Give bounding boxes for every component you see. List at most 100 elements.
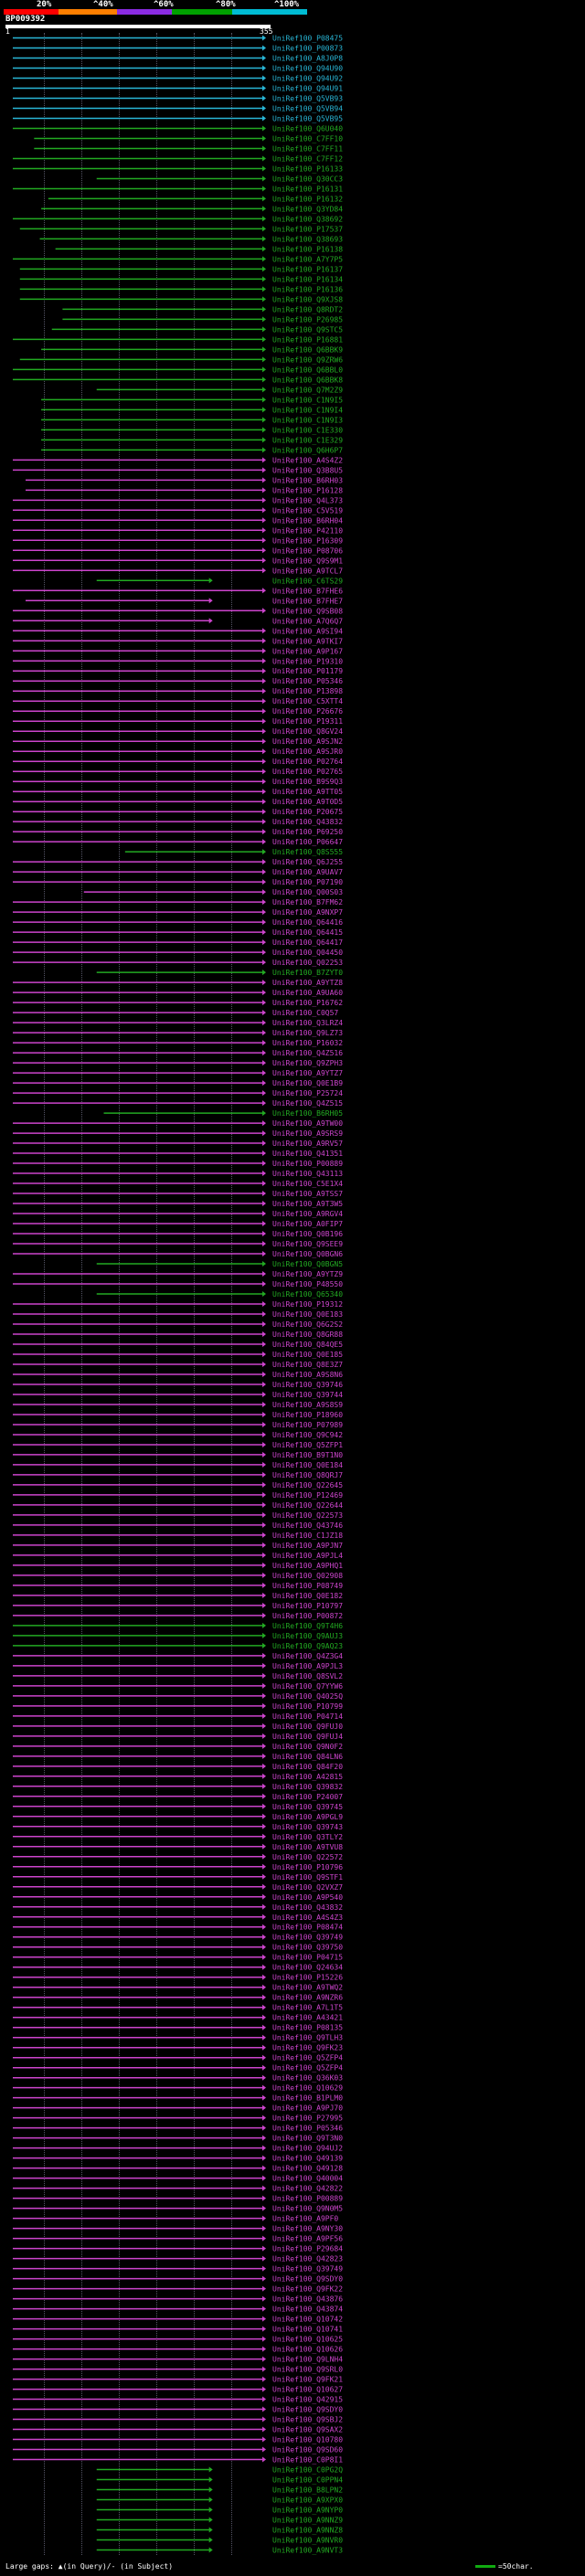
hit-row[interactable]: UniRef100_P12469: [13, 1491, 343, 1500]
hit-id[interactable]: UniRef100_P19311: [272, 717, 343, 726]
hit-row[interactable]: UniRef100_Q65340: [96, 1290, 344, 1299]
hit-id[interactable]: UniRef100_Q2VXZ7: [272, 1883, 343, 1892]
hit-id[interactable]: UniRef100_A8J0P8: [272, 54, 343, 62]
hit-id[interactable]: UniRef100_A9NZR6: [272, 1994, 343, 2002]
hit-id[interactable]: UniRef100_Q10626: [272, 2346, 343, 2354]
hit-row[interactable]: UniRef100_Q02253: [13, 959, 343, 967]
hit-id[interactable]: UniRef100_Q3B8U5: [272, 466, 343, 474]
hit-id[interactable]: UniRef100_Q5ZFP4: [272, 2054, 343, 2062]
hit-row[interactable]: UniRef100_Q0E185: [13, 1351, 343, 1359]
hit-row[interactable]: UniRef100_A7Y7P5: [13, 255, 343, 263]
hit-id[interactable]: UniRef100_Q49139: [272, 2155, 343, 2163]
hit-id[interactable]: UniRef100_A9P540: [272, 1893, 343, 1902]
hit-id[interactable]: UniRef100_A9YTZ9: [272, 1270, 343, 1278]
hit-row[interactable]: UniRef100_Q94UJ2: [13, 2145, 343, 2153]
hit-id[interactable]: UniRef100_Q64416: [272, 918, 343, 927]
hit-id[interactable]: UniRef100_Q9ZRW6: [272, 355, 343, 364]
hit-row[interactable]: UniRef100_P19311: [13, 717, 343, 726]
hit-id[interactable]: UniRef100_Q64417: [272, 938, 343, 947]
hit-id[interactable]: UniRef100_Q41351: [272, 1150, 343, 1158]
hit-row[interactable]: UniRef100_Q49128: [13, 2165, 343, 2173]
hit-id[interactable]: UniRef100_B6RH03: [272, 476, 343, 484]
hit-id[interactable]: UniRef100_A9P167: [272, 647, 343, 655]
hit-row[interactable]: UniRef100_Q9N0F2: [13, 1743, 343, 1751]
hit-row[interactable]: UniRef100_Q5VB95: [13, 114, 343, 122]
hit-id[interactable]: UniRef100_A9NXP7: [272, 908, 343, 917]
hit-id[interactable]: UniRef100_P26985: [272, 315, 343, 323]
hit-id[interactable]: UniRef100_Q24634: [272, 1964, 343, 1972]
hit-id[interactable]: UniRef100_Q9SB08: [272, 607, 343, 615]
hit-id[interactable]: UniRef100_Q39746: [272, 1381, 343, 1389]
hit-row[interactable]: UniRef100_Q9C942: [13, 1431, 343, 1439]
hit-row[interactable]: UniRef100_Q8GR88: [13, 1330, 343, 1339]
hit-id[interactable]: UniRef100_Q9SD60: [272, 2446, 343, 2454]
hit-row[interactable]: UniRef100_Q6BBK9: [41, 345, 343, 354]
hit-row[interactable]: UniRef100_A9TCL7: [13, 567, 343, 575]
hit-id[interactable]: UniRef100_Q9N0M5: [272, 2205, 343, 2213]
hit-row[interactable]: UniRef100_Q43832: [13, 818, 343, 826]
hit-row[interactable]: UniRef100_Q9SD60: [13, 2446, 343, 2454]
hit-id[interactable]: UniRef100_P07190: [272, 878, 343, 886]
hit-id[interactable]: UniRef100_P04714: [272, 1712, 343, 1721]
hit-row[interactable]: UniRef100_P10796: [13, 1863, 343, 1871]
hit-row[interactable]: UniRef100_Q6J255: [13, 858, 343, 866]
hit-id[interactable]: UniRef100_Q43874: [272, 2306, 343, 2314]
hit-row[interactable]: UniRef100_P16881: [13, 335, 343, 344]
hit-row[interactable]: UniRef100_Q6BBL0: [13, 366, 343, 374]
hit-row[interactable]: UniRef100_C0P8I1: [13, 2456, 343, 2465]
hit-row[interactable]: UniRef100_Q6U040: [13, 124, 343, 133]
hit-id[interactable]: UniRef100_C1N9I3: [272, 416, 343, 424]
hit-id[interactable]: UniRef100_Q43832: [272, 818, 343, 826]
hit-row[interactable]: UniRef100_P08474: [13, 1924, 343, 1932]
hit-id[interactable]: UniRef100_Q6G2S2: [272, 1320, 343, 1329]
hit-id[interactable]: UniRef100_P19312: [272, 1300, 343, 1309]
hit-id[interactable]: UniRef100_Q3YD84: [272, 205, 343, 213]
hit-row[interactable]: UniRef100_P07190: [13, 878, 343, 886]
hit-row[interactable]: UniRef100_A9YTZ8: [13, 979, 343, 987]
hit-row[interactable]: UniRef100_P02764: [13, 758, 343, 766]
hit-id[interactable]: UniRef100_Q9AUJ3: [272, 1632, 343, 1640]
hit-row[interactable]: UniRef100_P27995: [13, 2115, 343, 2123]
hit-row[interactable]: UniRef100_Q3B8U5: [13, 466, 343, 474]
hit-id[interactable]: UniRef100_C1N9I4: [272, 406, 343, 414]
hit-id[interactable]: UniRef100_A9NNZ9: [272, 2517, 343, 2525]
hit-row[interactable]: UniRef100_A9PJN7: [13, 1542, 343, 1550]
hit-row[interactable]: UniRef100_Q39832: [13, 1783, 343, 1791]
hit-id[interactable]: UniRef100_A9TVU8: [272, 1843, 343, 1851]
hit-row[interactable]: UniRef100_Q5VB94: [13, 104, 343, 112]
hit-id[interactable]: UniRef100_Q0BGN6: [272, 1250, 343, 1258]
hit-row[interactable]: UniRef100_Q0E182: [13, 1592, 343, 1600]
hit-id[interactable]: UniRef100_Q9SEE9: [272, 1240, 343, 1248]
hit-row[interactable]: UniRef100_A9NY30: [13, 2225, 343, 2233]
hit-row[interactable]: UniRef100_A9TVU8: [13, 1843, 343, 1851]
hit-row[interactable]: UniRef100_Q10627: [13, 2386, 343, 2394]
hit-row[interactable]: UniRef100_Q9T4H6: [13, 1622, 343, 1630]
hit-row[interactable]: UniRef100_Q9SB08: [13, 607, 343, 615]
hit-row[interactable]: UniRef100_A43421: [13, 2014, 343, 2022]
hit-row[interactable]: UniRef100_Q39749: [13, 1934, 343, 1942]
hit-id[interactable]: UniRef100_A9NY30: [272, 2225, 343, 2233]
hit-row[interactable]: UniRef100_P13898: [13, 687, 343, 695]
hit-id[interactable]: UniRef100_B7FHE7: [272, 597, 343, 605]
hit-row[interactable]: UniRef100_A9TW00: [13, 1119, 343, 1128]
hit-row[interactable]: UniRef100_P16132: [48, 195, 343, 203]
hit-row[interactable]: UniRef100_Q9ZRW6: [19, 355, 343, 364]
hit-id[interactable]: UniRef100_Q9T4H6: [272, 1622, 343, 1630]
hit-row[interactable]: UniRef100_A9RV57: [13, 1140, 343, 1148]
hit-row[interactable]: UniRef100_C7FF10: [34, 134, 343, 143]
hit-row[interactable]: UniRef100_B9T1N0: [13, 1451, 343, 1459]
hit-row[interactable]: UniRef100_P16309: [13, 536, 343, 545]
hit-row[interactable]: UniRef100_Q02908: [13, 1572, 343, 1580]
hit-id[interactable]: UniRef100_Q0BGN5: [272, 1260, 343, 1268]
hit-row[interactable]: UniRef100_C5E1X4: [13, 1180, 343, 1188]
hit-row[interactable]: UniRef100_Q9STC5: [51, 325, 343, 334]
hit-row[interactable]: UniRef100_A9NXP7: [13, 908, 343, 917]
hit-row[interactable]: UniRef100_Q9FUJ4: [13, 1733, 343, 1741]
hit-row[interactable]: UniRef100_P04714: [13, 1712, 343, 1721]
hit-row[interactable]: UniRef100_Q94U92: [13, 74, 343, 82]
hit-row[interactable]: UniRef100_A9PHQ1: [13, 1562, 343, 1570]
hit-id[interactable]: UniRef100_A9NNZ8: [272, 2527, 343, 2535]
hit-row[interactable]: UniRef100_Q9LZ73: [13, 1029, 343, 1037]
hit-row[interactable]: UniRef100_P17537: [19, 225, 343, 233]
hit-row[interactable]: UniRef100_P08475: [13, 34, 343, 42]
